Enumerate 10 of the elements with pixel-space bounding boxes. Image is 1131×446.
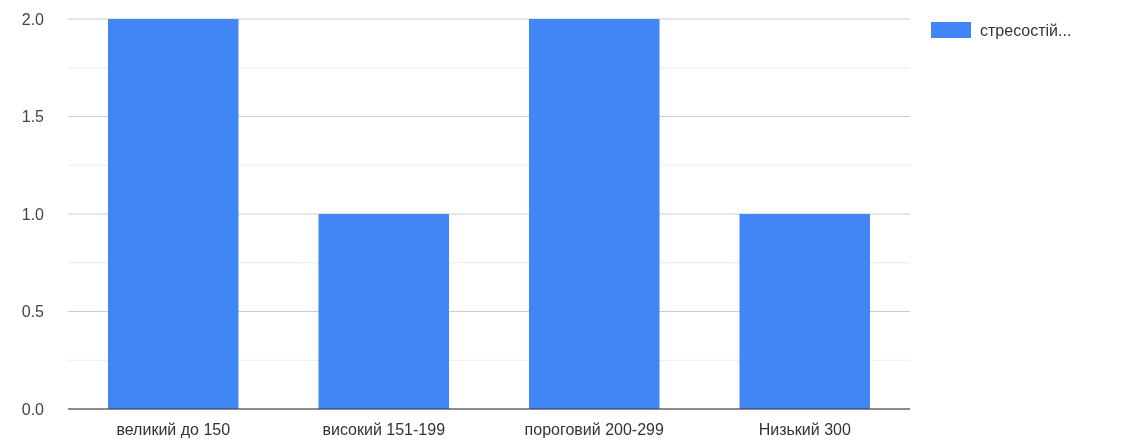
y-tick-label: 0.5 [21, 303, 45, 321]
legend-label: стресостій... [980, 21, 1072, 39]
y-tick-label: 1.0 [21, 205, 45, 223]
x-tick-label: високий 151-199 [322, 421, 446, 438]
x-tick-label: Низький 300 [758, 421, 851, 438]
y-tick-label: 2.0 [21, 10, 45, 28]
x-tick-label: пороговий 200-299 [524, 421, 664, 438]
x-tick-label: великий до 150 [116, 421, 231, 438]
y-tick-label: 0.0 [21, 400, 45, 418]
y-tick-label: 1.5 [21, 108, 45, 126]
